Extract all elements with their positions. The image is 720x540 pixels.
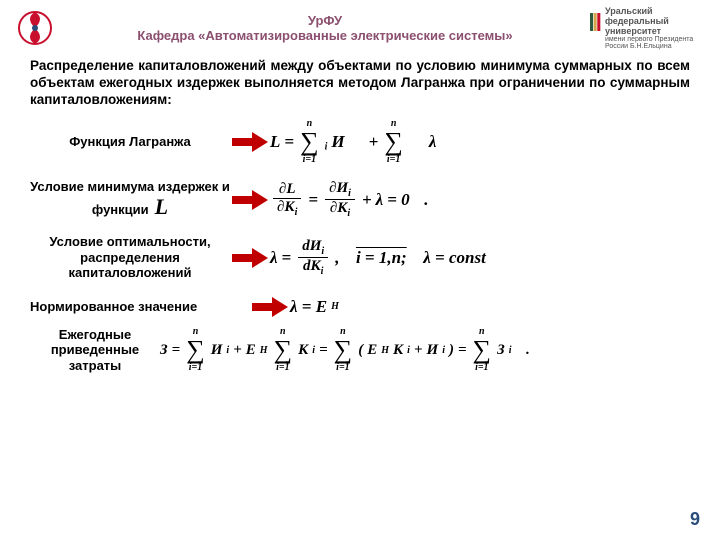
arrow-icon (250, 297, 290, 317)
label-r4: Нормированное значение (30, 299, 250, 315)
row-normalized: Нормированное значение λ = EН (0, 287, 720, 327)
intro-paragraph: Распределение капиталовложений между объ… (0, 50, 720, 113)
row-lagrange-function: Функция Лагранжа L= n∑i=1 i И + n∑i=1 λ (0, 113, 720, 171)
logo-left (10, 8, 60, 48)
label-r1: Функция Лагранжа (30, 134, 230, 150)
arrow-icon (230, 248, 270, 268)
header-line2: Кафедра «Автоматизированные электрически… (60, 28, 590, 43)
row-annual-costs: Ежегодные приведенные затраты З= n∑i=1 И… (0, 327, 720, 374)
slide-header: УрФУ Кафедра «Автоматизированные электри… (0, 0, 720, 50)
row-minimum-condition: Условие минимума издержек и функцииL ∂L … (0, 171, 720, 229)
logo-right-sub: имени первого Президента России Б.Н.Ельц… (605, 36, 710, 50)
label-r5: Ежегодные приведенные затраты (30, 327, 160, 374)
page-number: 9 (690, 509, 700, 530)
formula-r4: λ = EН (290, 297, 700, 317)
formula-r1: L= n∑i=1 i И + n∑i=1 λ (270, 119, 700, 165)
formula-r3: λ= dИi dКi , i = 1,n; λ = const (270, 238, 700, 278)
formula-r2: ∂L ∂Кi = ∂Иi ∂Кi + λ = 0 . (270, 180, 700, 220)
formula-r5: З= n∑i=1 Иi + EН n∑i=1 Кi = n∑i=1 (EН Кi… (160, 327, 700, 373)
row-optimality: Условие оптимальности, распределения кап… (0, 229, 720, 287)
logo-right-text: Уральский федеральный университет (605, 6, 710, 36)
header-title: УрФУ Кафедра «Автоматизированные электри… (60, 13, 590, 43)
arrow-icon (230, 190, 270, 210)
label-r3: Условие оптимальности, распределения кап… (30, 234, 230, 281)
header-line1: УрФУ (60, 13, 590, 28)
label-r2: Условие минимума издержек и функцииL (30, 179, 230, 221)
logo-right: Уральский федеральный университет имени … (590, 6, 710, 50)
arrow-icon (230, 132, 270, 152)
